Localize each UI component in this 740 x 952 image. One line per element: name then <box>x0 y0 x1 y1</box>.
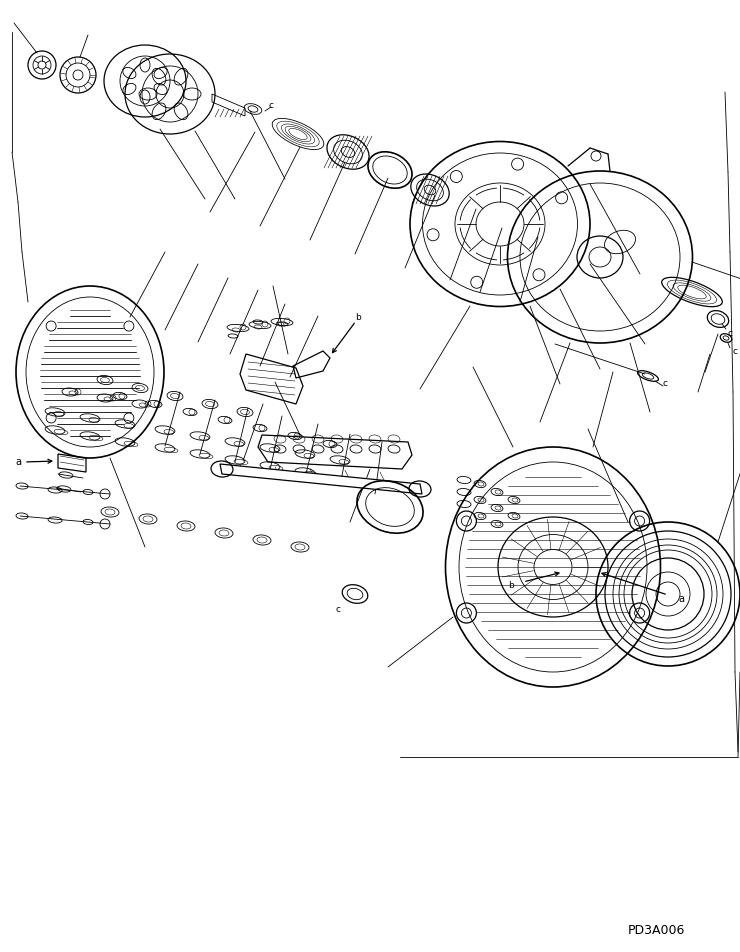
Text: c: c <box>733 347 738 356</box>
Text: PD3A006: PD3A006 <box>628 923 685 937</box>
Text: b: b <box>355 313 361 323</box>
Text: c: c <box>335 605 340 614</box>
Text: a: a <box>678 594 684 604</box>
Text: c: c <box>727 329 733 339</box>
Text: a: a <box>15 457 21 467</box>
Text: b: b <box>508 581 514 589</box>
Text: c: c <box>662 380 667 388</box>
Text: c: c <box>269 101 274 109</box>
Polygon shape <box>220 464 422 494</box>
